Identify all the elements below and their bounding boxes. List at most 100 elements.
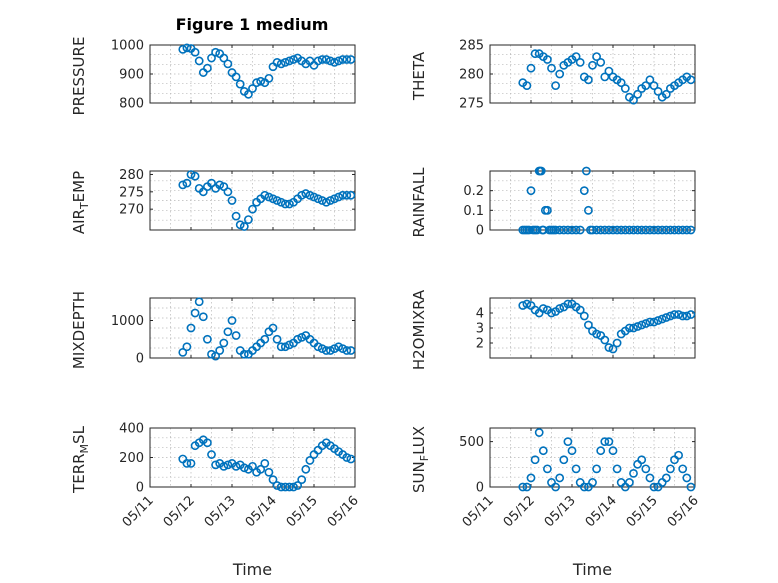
data-point: [313, 342, 323, 352]
data-point: [334, 192, 343, 202]
data-point: [551, 482, 560, 492]
data-point: [178, 44, 188, 54]
data-point: [620, 84, 630, 93]
data-point: [243, 215, 253, 224]
data-point: [202, 438, 212, 448]
data-point: [342, 346, 352, 355]
data-point: [317, 196, 327, 205]
data-point: [194, 297, 204, 307]
data-point: [629, 323, 638, 333]
data-point: [592, 464, 601, 474]
data-point: [522, 299, 532, 309]
data-point: [661, 225, 671, 235]
y-tick-label: 0.2: [463, 184, 484, 199]
data-point: [280, 342, 290, 352]
data-point: [600, 335, 610, 345]
data-point: [579, 482, 589, 492]
data-point: [543, 464, 552, 474]
axes-box: [149, 297, 356, 359]
data-point: [616, 225, 626, 235]
subplot-6: 234 H2OMIXRA: [410, 289, 696, 370]
data-point: [649, 317, 659, 327]
data-point: [264, 73, 274, 83]
data-point: [276, 59, 286, 69]
data-point: [190, 308, 200, 318]
data-point: [313, 56, 323, 66]
data-point: [682, 473, 692, 483]
data-point: [276, 197, 286, 207]
data-point: [608, 344, 618, 354]
data-point: [678, 464, 688, 474]
data-point: [330, 194, 339, 204]
y-tick-label: 0: [136, 352, 144, 367]
data-point: [645, 225, 655, 235]
data-point: [584, 320, 593, 330]
data-point: [284, 340, 294, 350]
subplot-2: 275 280 285 THETA: [410, 39, 696, 112]
data-point: [526, 186, 536, 196]
data-point: [223, 327, 233, 337]
data-point: [346, 55, 356, 64]
data-point: [293, 334, 302, 344]
data-point: [579, 186, 589, 196]
data-point: [260, 458, 270, 468]
data-point: [633, 322, 642, 331]
data-point: [575, 58, 585, 67]
data-point: [592, 52, 601, 61]
data-point: [313, 194, 323, 204]
data-point: [297, 332, 307, 342]
y-tick-label: 285: [459, 39, 484, 54]
data-point: [524, 225, 534, 235]
data-point: [182, 342, 192, 352]
data-point: [625, 323, 634, 333]
data-point: [551, 225, 560, 235]
data-point: [604, 66, 614, 76]
data-point: [231, 461, 241, 471]
data-point: [538, 304, 548, 313]
y-axis-label-5: MIXDEPTH: [70, 291, 88, 369]
data-point: [538, 225, 548, 235]
data-point: [342, 190, 352, 200]
data-point: [686, 225, 696, 235]
data-point: [674, 225, 683, 235]
data-point: [674, 310, 683, 319]
data-point: [649, 225, 659, 235]
x-axis-label: Time: [572, 560, 612, 579]
data-point: [321, 197, 331, 207]
data-point: [338, 55, 348, 64]
data-point: [198, 187, 208, 197]
data-point: [657, 314, 667, 324]
data-point: [264, 467, 274, 477]
data-point: [219, 53, 229, 63]
data-point: [321, 346, 331, 355]
data-point: [649, 482, 659, 492]
data-point: [682, 225, 692, 235]
data-point: [202, 63, 212, 73]
data-point: [178, 347, 188, 357]
data-point: [182, 43, 192, 53]
data-point: [239, 349, 249, 359]
data-point: [272, 481, 282, 490]
y-axis-label-3: AIRTEMP: [70, 171, 91, 234]
data-point: [518, 301, 528, 310]
data-point: [551, 81, 560, 90]
data-point: [670, 310, 679, 319]
data-point: [305, 190, 315, 200]
data-point: [338, 344, 348, 354]
data-point: [653, 87, 663, 96]
data-point: [584, 75, 593, 85]
data-point: [338, 190, 348, 200]
data-point: [190, 47, 200, 57]
data-point: [301, 189, 311, 198]
data-point: [231, 72, 241, 82]
data-point: [194, 56, 204, 66]
data-point: [534, 428, 544, 437]
data-point: [641, 81, 651, 90]
data-point: [686, 75, 696, 85]
data-point: [678, 311, 688, 321]
data-point: [571, 225, 581, 235]
series-markers: [518, 428, 696, 492]
data-point: [248, 84, 257, 93]
data-point: [571, 464, 581, 474]
